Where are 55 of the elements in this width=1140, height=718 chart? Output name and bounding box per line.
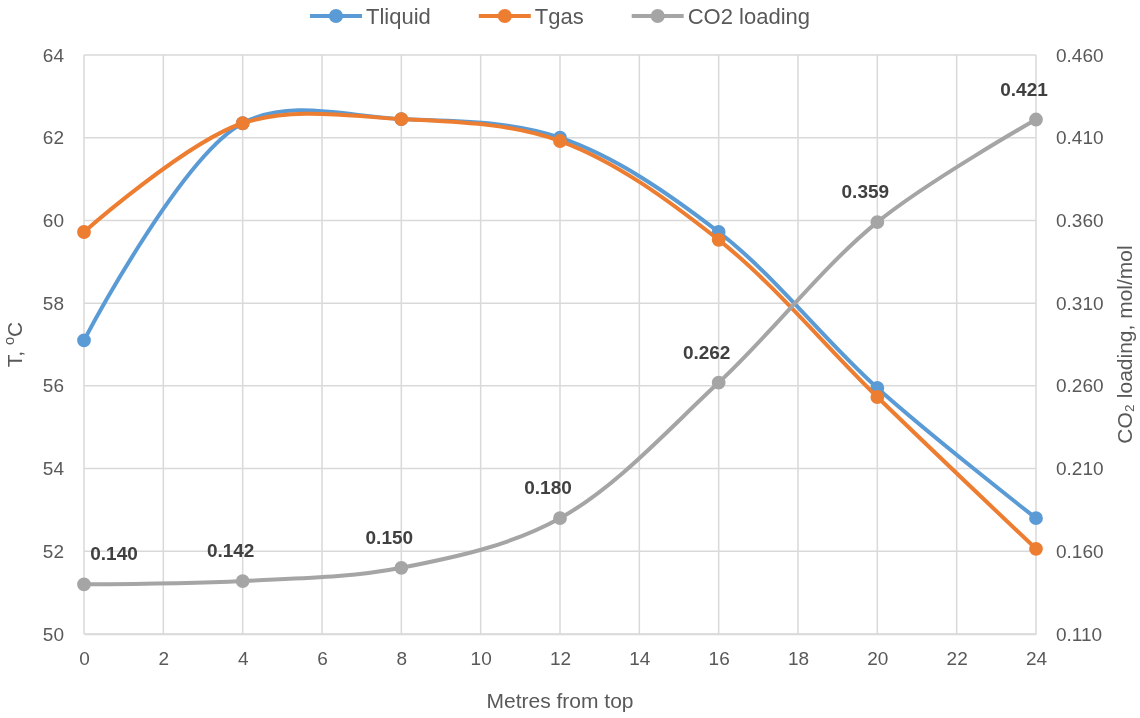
point [77,225,91,239]
data-label: 0.180 [524,477,572,499]
x-tick-label: 20 [867,648,889,670]
data-label: 0.262 [682,341,731,363]
y2-tick-label: 0.410 [1056,127,1104,149]
y-tick-label: 52 [42,540,64,562]
data-label: 0.142 [206,540,255,562]
point [553,134,567,148]
point [870,215,885,229]
data-label: 0.359 [841,181,890,203]
point [711,375,726,390]
point [77,333,91,348]
x-tick-label: 22 [946,648,968,670]
x-tick-label: 10 [470,648,492,670]
y-tick-label: 64 [42,44,65,66]
y-tick-label: 54 [42,458,65,480]
y2-tick-label: 0.210 [1056,458,1104,480]
y-tick-label: 62 [42,127,64,149]
y-tick-label: 58 [42,292,64,314]
point [77,577,91,592]
point [394,560,409,575]
point [1029,541,1043,556]
data-label: 0.150 [365,526,414,548]
point [711,232,726,247]
point [1029,511,1043,526]
point [235,574,250,588]
x-tick-label: 8 [396,648,408,670]
data-label: 0.140 [90,543,138,565]
point [870,390,885,404]
y2-tick-label: 0.310 [1056,292,1104,314]
y-tick-label: 56 [42,375,64,397]
data-label: 0.421 [1000,78,1049,100]
legend-label: Tliquid [365,4,431,29]
y-tick-label: 60 [42,210,64,232]
y2-axis-title: CO₂ loading, mol/mol [1113,245,1136,444]
y2-tick-label: 0.360 [1056,210,1104,232]
x-axis-title: Metres from top [486,689,634,712]
x-tick-label: 6 [317,648,328,670]
y2-tick-label: 0.460 [1056,44,1104,66]
y-tick-label: 50 [42,623,64,645]
legend-label: Tgas [534,4,584,29]
y2-tick-label: 0.160 [1056,540,1104,562]
point [553,511,567,526]
x-tick-label: 12 [549,648,572,670]
x-tick-label: 16 [708,648,730,670]
x-tick-label: 14 [629,648,651,670]
y2-tick-label: 0.260 [1056,375,1104,397]
legend-label: CO2 loading [687,4,811,29]
x-tick-label: 24 [1025,648,1048,670]
x-tick-label: 4 [237,648,249,670]
x-tick-label: 0 [79,648,90,670]
point [1029,112,1043,127]
x-tick-label: 18 [787,648,810,670]
x-tick-label: 2 [158,648,170,670]
y2-tick-label: 0.110 [1056,623,1103,645]
